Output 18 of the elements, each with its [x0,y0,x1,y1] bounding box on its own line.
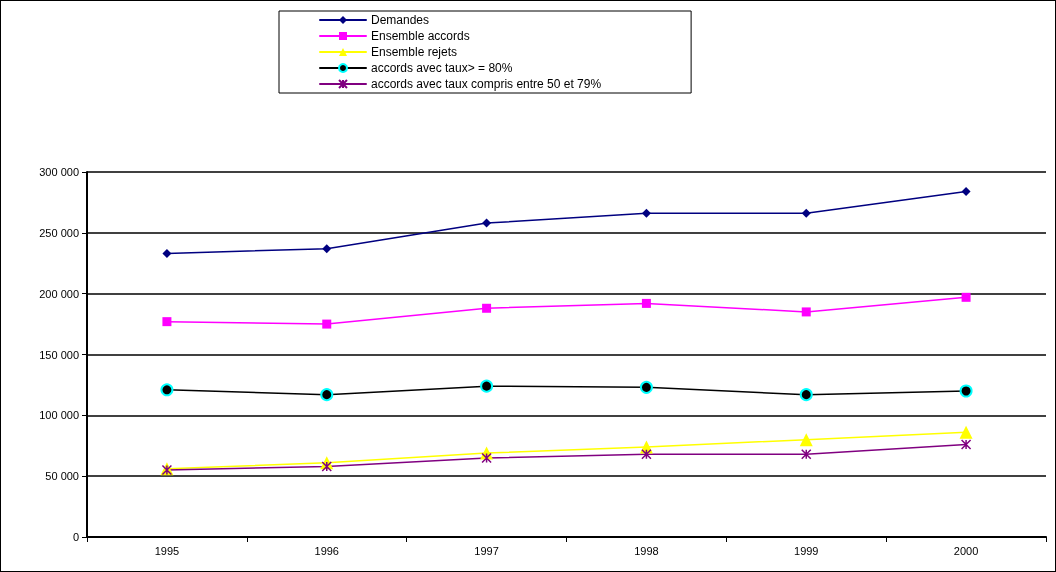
y-tick-label: 50 000 [45,470,79,483]
x-tick-label: 1995 [154,544,180,557]
y-tick-label: 0 [72,531,79,543]
x-tick-label: 1997 [474,544,499,557]
y-tick-label: 100 000 [39,409,79,422]
legend-label: accords avec taux compris entre 50 et 79% [371,77,602,91]
legend-label: Ensemble rejets [371,45,458,59]
x-tick-label: 1996 [314,544,339,557]
legend-label: accords avec taux> = 80% [371,61,513,75]
y-tick-label: 150 000 [39,348,79,361]
y-tick-label: 200 000 [39,287,79,300]
x-tick-label: 2000 [953,544,979,557]
y-tick-label: 250 000 [39,226,79,239]
legend-label: Demandes [371,13,430,27]
x-tick-label: 1999 [794,544,819,557]
legend-label: Ensemble accords [371,29,470,43]
y-tick-label: 300 000 [39,166,79,178]
x-tick-label: 1998 [634,544,659,557]
